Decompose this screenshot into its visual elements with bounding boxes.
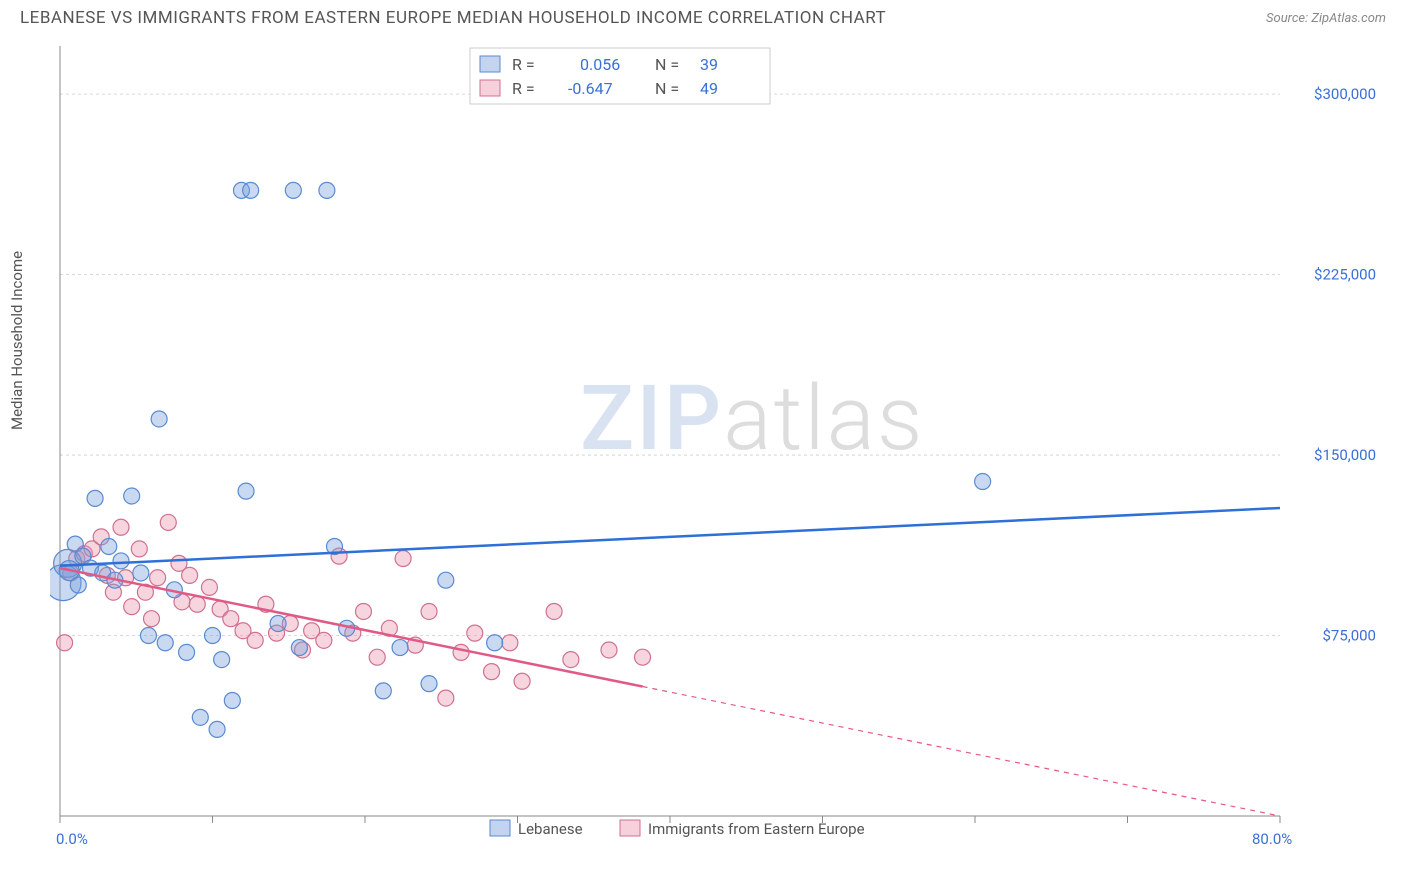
point-pink (563, 652, 579, 668)
point-blue (243, 182, 259, 198)
stats-n-label-1: N = (655, 55, 679, 74)
source-attribution: Source: ZipAtlas.com (1266, 11, 1386, 26)
point-blue (101, 539, 117, 555)
point-blue (270, 616, 286, 632)
point-blue (487, 635, 503, 651)
point-blue (319, 182, 335, 198)
stats-swatch-pink (480, 80, 500, 96)
point-blue (179, 644, 195, 660)
legend-swatch-pink (620, 820, 640, 836)
trend-blue-solid (60, 508, 1280, 566)
point-pink (438, 690, 454, 706)
point-blue (375, 683, 391, 699)
stats-r-value-2: -0.647 (568, 79, 613, 98)
trend-pink-dashed (643, 687, 1280, 816)
chart-container: $75,000 $150,000 $225,000 $300,000 0.0% 80.0%… (50, 36, 1386, 876)
stats-n-value-2: 49 (700, 79, 718, 98)
point-pink (189, 596, 205, 612)
point-blue (157, 635, 173, 651)
point-pink (124, 599, 140, 615)
point-pink (113, 519, 129, 535)
point-blue (192, 709, 208, 725)
point-pink (421, 603, 437, 619)
y-tick-label: $300,000 (1314, 85, 1376, 103)
point-blue (87, 490, 103, 506)
point-blue (140, 628, 156, 644)
point-blue (238, 483, 254, 499)
y-axis-label: Median Household Income (8, 251, 26, 430)
point-blue (438, 572, 454, 588)
scatter-chart: $75,000 $150,000 $225,000 $300,000 0.0% 80.0%… (50, 36, 1386, 876)
point-pink (546, 603, 562, 619)
stats-r-label-2: R = (512, 79, 535, 98)
stats-r-value-1: 0.056 (580, 55, 620, 74)
point-blue (291, 640, 307, 656)
legend-label-pink: Immigrants from Eastern Europe (648, 820, 865, 838)
point-blue (392, 640, 408, 656)
point-pink (316, 632, 332, 648)
point-blue (133, 565, 149, 581)
point-blue (975, 474, 991, 490)
point-blue (205, 628, 221, 644)
x-min-label: 0.0% (56, 830, 88, 848)
point-pink (247, 632, 263, 648)
point-pink (635, 649, 651, 665)
point-pink (484, 664, 500, 680)
x-max-label: 80.0% (1252, 830, 1292, 848)
point-pink (201, 579, 217, 595)
point-pink (514, 673, 530, 689)
legend-label-blue: Lebanese (518, 820, 583, 838)
stats-n-value-1: 39 (700, 55, 718, 74)
point-pink (601, 642, 617, 658)
point-pink (150, 570, 166, 586)
stats-swatch-blue (480, 56, 500, 72)
point-blue (70, 577, 86, 593)
point-pink (355, 603, 371, 619)
y-tick-label: $150,000 (1314, 446, 1376, 464)
point-pink (144, 611, 160, 627)
point-blue (214, 652, 230, 668)
stats-r-label-1: R = (512, 55, 535, 74)
point-pink (502, 635, 518, 651)
point-blue (124, 488, 140, 504)
point-pink (223, 611, 239, 627)
point-blue (209, 721, 225, 737)
y-tick-label: $75,000 (1322, 627, 1376, 645)
point-pink (160, 514, 176, 530)
stats-n-label-2: N = (655, 79, 679, 98)
point-blue (113, 553, 129, 569)
point-pink (453, 644, 469, 660)
point-pink (131, 541, 147, 557)
y-tick-label: $225,000 (1314, 266, 1376, 284)
point-blue (285, 182, 301, 198)
point-blue (421, 676, 437, 692)
chart-title: LEBANESE VS IMMIGRANTS FROM EASTERN EURO… (20, 8, 886, 28)
point-pink (57, 635, 73, 651)
point-blue (224, 693, 240, 709)
point-pink (467, 625, 483, 641)
point-blue (151, 411, 167, 427)
point-pink (182, 567, 198, 583)
point-pink (395, 551, 411, 567)
point-pink (369, 649, 385, 665)
legend-swatch-blue (490, 820, 510, 836)
